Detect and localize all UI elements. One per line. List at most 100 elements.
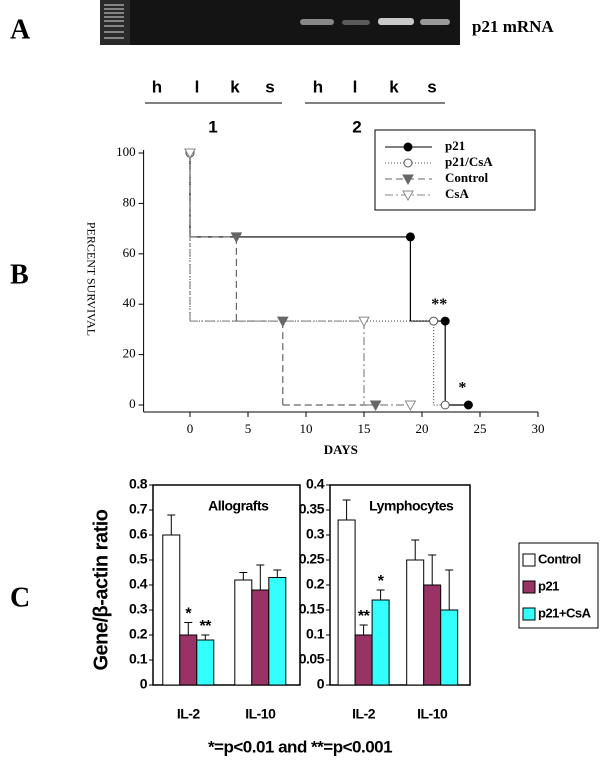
lane-label: h <box>152 77 162 96</box>
group-label: 1 <box>208 117 217 136</box>
x-tick-label: IL-10 <box>417 706 448 722</box>
significance: ** <box>431 296 447 313</box>
x-axis-label: DAYS <box>324 442 358 457</box>
x-tick-label: 0 <box>187 421 194 436</box>
x-tick-label: 15 <box>358 421 371 436</box>
legend-swatch <box>522 553 536 567</box>
bar <box>162 534 181 686</box>
bar <box>196 639 215 686</box>
legend-swatch <box>522 607 536 621</box>
y-tick-label: 0.5 <box>129 551 148 567</box>
x-tick-label: 20 <box>416 421 429 436</box>
bar <box>337 519 356 686</box>
bar <box>251 589 270 686</box>
bar <box>234 579 253 686</box>
lane-label: k <box>230 77 240 96</box>
legend-box <box>374 129 536 211</box>
y-tick-label: 0 <box>317 676 325 692</box>
y-axis-label: PERCENT SURVIVAL <box>84 222 98 336</box>
significance: ** <box>358 608 371 625</box>
marker <box>230 232 243 243</box>
marker <box>184 148 196 160</box>
x-tick-label: IL-2 <box>177 706 201 722</box>
significance: * <box>378 573 385 590</box>
bar <box>354 634 373 686</box>
y-tick-label: 0.3 <box>306 526 325 542</box>
gel-label: p21 mRNA <box>472 17 554 36</box>
marker <box>358 316 370 328</box>
y-tick-label: 0.2 <box>306 576 325 592</box>
lane-label: s <box>427 77 436 96</box>
legend-label: Control <box>445 170 488 185</box>
y-tick-label: 0.25 <box>299 551 325 567</box>
marker <box>405 232 415 242</box>
y-tick-label: 0.3 <box>129 601 148 617</box>
panel-label: A <box>10 14 31 45</box>
group-label: 2 <box>352 117 361 136</box>
bar <box>268 577 287 686</box>
y-tick-label: 0.1 <box>129 651 148 667</box>
marker <box>440 400 450 410</box>
legend-marker <box>402 190 414 202</box>
y-tick-label: 0.1 <box>306 626 325 642</box>
y-tick-label: 0.05 <box>299 651 325 667</box>
x-tick-label: 25 <box>474 421 487 436</box>
y-tick-label: 40 <box>123 295 136 310</box>
y-tick-label: 20 <box>123 346 136 361</box>
y-tick-label: 0.15 <box>299 601 325 617</box>
x-tick-label: IL-2 <box>352 706 376 722</box>
y-tick-label: 0.2 <box>129 626 148 642</box>
y-tick-label: 0.4 <box>129 576 148 592</box>
panel-label: C <box>10 582 30 613</box>
legend-label: p21/CsA <box>445 154 493 169</box>
significance: * <box>458 380 466 397</box>
y-tick-label: 0.8 <box>129 476 148 492</box>
marker <box>276 316 289 328</box>
y-tick-label: 0 <box>129 396 136 411</box>
chart-title: Lymphocytes <box>369 498 454 514</box>
legend-marker <box>403 158 413 168</box>
lane-label: l <box>195 77 200 96</box>
bar <box>406 559 425 686</box>
legend-label: Control <box>538 551 581 566</box>
legend-swatch <box>522 580 536 594</box>
y-tick-label: 80 <box>123 194 136 209</box>
lane-label: h <box>313 77 323 96</box>
marker <box>404 400 417 412</box>
bar <box>179 634 198 686</box>
marker <box>429 316 439 326</box>
legend-label: p21+CsA <box>538 605 592 620</box>
x-tick-label: 10 <box>300 421 313 436</box>
footnote: *=p<0.01 and **=p<0.001 <box>208 737 392 756</box>
legend-label: p21 <box>445 138 465 153</box>
y-tick-label: 60 <box>123 245 136 260</box>
lane-label: s <box>265 77 274 96</box>
x-tick-label: IL-10 <box>245 706 276 722</box>
chart-title: Allografts <box>208 498 269 514</box>
significance: ** <box>200 618 213 635</box>
significance: * <box>185 606 192 623</box>
y-tick-label: 0.7 <box>129 501 148 517</box>
x-tick-label: 30 <box>532 421 545 436</box>
y-tick-label: 0.6 <box>129 526 148 542</box>
y-tick-label: 0 <box>140 676 148 692</box>
bar <box>423 584 442 686</box>
y-tick-label: 0.4 <box>306 476 325 492</box>
marker <box>463 400 473 410</box>
legend-marker <box>403 142 413 152</box>
y-tick-label: 0.35 <box>299 501 325 517</box>
panel-label: B <box>10 259 29 290</box>
bar <box>440 609 459 686</box>
legend-label: p21 <box>538 578 559 593</box>
legend-marker <box>402 174 414 186</box>
bar <box>371 599 390 686</box>
x-tick-label: 5 <box>245 421 252 436</box>
marker <box>369 400 382 412</box>
lane-label: k <box>389 77 399 96</box>
y-tick-label: 100 <box>116 144 136 159</box>
y-axis-label: Gene/β-actin ratio <box>90 509 112 670</box>
lane-label: l <box>353 77 358 96</box>
legend-label: CsA <box>445 186 469 201</box>
marker <box>440 316 450 326</box>
